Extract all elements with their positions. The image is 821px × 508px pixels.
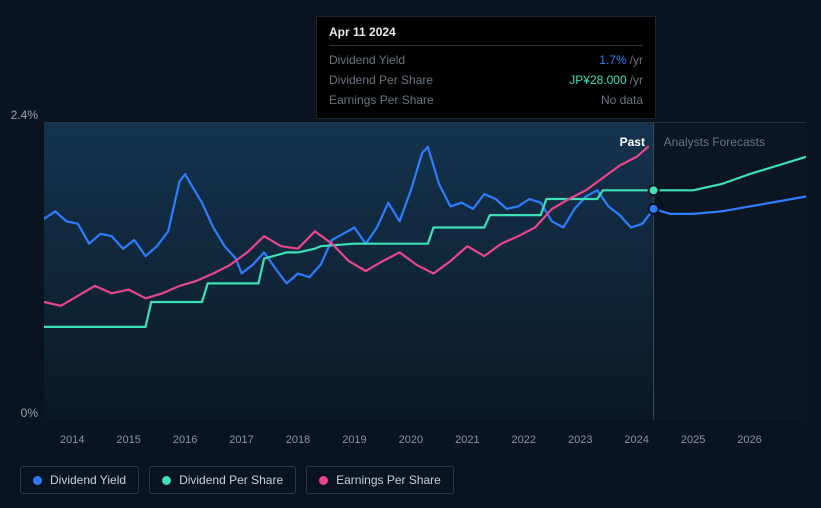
x-tick-label: 2015	[116, 434, 140, 446]
y-axis-max-label: 2.4%	[11, 108, 38, 122]
tooltip-date: Apr 11 2024	[329, 25, 643, 46]
past-section-label: Past	[620, 135, 645, 149]
x-tick-label: 2014	[60, 434, 84, 446]
past-region	[44, 122, 654, 420]
marker-dividend-per-share	[649, 185, 659, 195]
x-tick-label: 2016	[173, 434, 197, 446]
x-tick-label: 2024	[624, 434, 648, 446]
tooltip-row-label: Dividend Yield	[329, 53, 405, 67]
x-tick-label: 2017	[229, 434, 253, 446]
legend-dot-icon	[162, 476, 171, 485]
tooltip-row-label: Earnings Per Share	[329, 93, 434, 107]
x-tick-label: 2020	[399, 434, 423, 446]
x-axis-labels: 2014 2015 2016 2017 2018 2019 2020 2021 2022 2023…	[44, 434, 806, 450]
x-tick-label: 2022	[512, 434, 536, 446]
tooltip-row: Earnings Per Share No data	[329, 90, 643, 110]
legend-item-dividend-yield[interactable]: Dividend Yield	[20, 466, 139, 494]
chart-container: 2.4% 0% Past Analysts Forecasts 20142015…	[20, 100, 806, 450]
x-tick-label: 2019	[342, 434, 366, 446]
x-tick-label: 2026	[737, 434, 761, 446]
legend-item-dividend-per-share[interactable]: Dividend Per Share	[149, 466, 296, 494]
legend-dot-icon	[33, 476, 42, 485]
forecast-section-label: Analysts Forecasts	[664, 135, 765, 149]
marker-dividend-yield	[649, 204, 659, 214]
line-chart	[44, 122, 806, 420]
tooltip-row-value: JP¥28.000/yr	[569, 73, 643, 87]
legend-dot-icon	[319, 476, 328, 485]
y-axis-min-label: 0%	[21, 406, 38, 420]
forecast-region	[654, 122, 806, 420]
tooltip-row-label: Dividend Per Share	[329, 73, 433, 87]
x-tick-label: 2023	[568, 434, 592, 446]
legend-label: Earnings Per Share	[336, 473, 441, 487]
legend-label: Dividend Per Share	[179, 473, 283, 487]
chart-tooltip: Apr 11 2024 Dividend Yield1.7%/yrDividen…	[316, 16, 656, 119]
chart-legend: Dividend Yield Dividend Per Share Earnings…	[20, 466, 454, 494]
legend-label: Dividend Yield	[50, 473, 126, 487]
x-tick-label: 2018	[286, 434, 310, 446]
tooltip-row: Dividend Per Share JP¥28.000/yr	[329, 70, 643, 90]
tooltip-row: Dividend Yield 1.7%/yr	[329, 50, 643, 70]
x-tick-label: 2021	[455, 434, 479, 446]
tooltip-row-value: No data	[601, 93, 643, 107]
x-tick-label: 2025	[681, 434, 705, 446]
tooltip-row-value: 1.7%/yr	[599, 53, 643, 67]
legend-item-earnings-per-share[interactable]: Earnings Per Share	[306, 466, 454, 494]
